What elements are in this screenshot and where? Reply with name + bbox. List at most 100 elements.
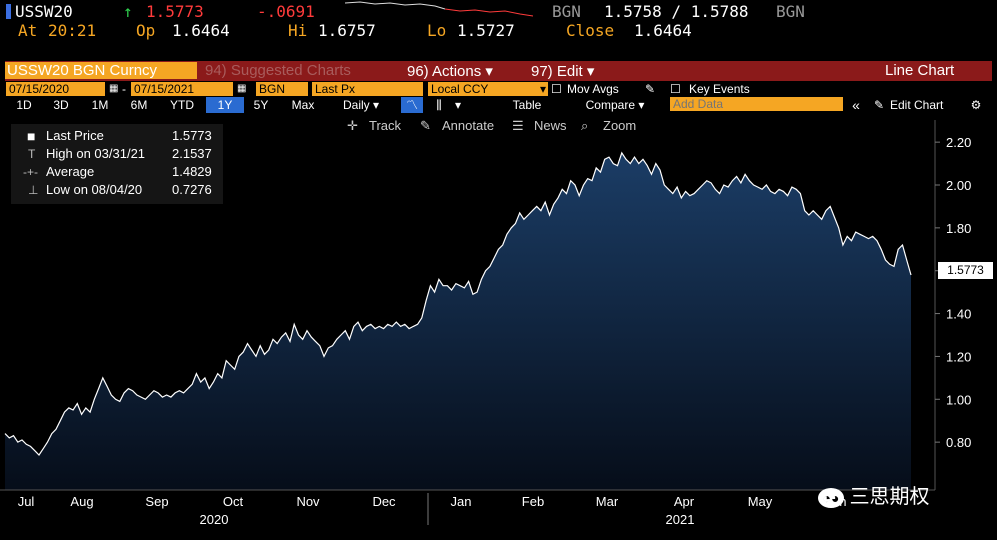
- security-field[interactable]: USSW20 BGN Curncy: [5, 62, 197, 79]
- bid-ask: 1.5758 / 1.5788: [604, 2, 749, 21]
- collapse-icon[interactable]: «: [852, 97, 860, 113]
- x-tick-label: Sep: [145, 494, 168, 509]
- period-max[interactable]: Max: [291, 98, 315, 112]
- edit-chart-pencil-icon[interactable]: ✎: [873, 98, 885, 112]
- average-marker-icon: -+-: [23, 165, 38, 179]
- period-1d[interactable]: 1D: [16, 98, 32, 112]
- high-label: Hi: [288, 21, 308, 40]
- period-1y[interactable]: 1Y: [206, 97, 244, 113]
- x-tick-label: Jul: [18, 494, 35, 509]
- high-value: 1.6757: [318, 21, 376, 40]
- legend-average: -+- Average 1.4829: [23, 164, 212, 179]
- track-button[interactable]: Track: [369, 118, 402, 133]
- period-6m[interactable]: 6M: [130, 98, 148, 112]
- at-time: 20:21: [48, 21, 97, 40]
- x-tick-label: Nov: [296, 494, 320, 509]
- period-3d[interactable]: 3D: [53, 98, 69, 112]
- annotate-button[interactable]: Annotate: [442, 118, 495, 133]
- price-area-fill: [5, 152, 911, 490]
- year-label: 2021: [666, 512, 695, 527]
- period-1m[interactable]: 1M: [91, 98, 109, 112]
- y-tick-label: 1.80: [946, 221, 971, 236]
- function-menu-bar: USSW20 BGN Curncy 94) Suggested Charts 9…: [5, 61, 992, 81]
- currency-dropdown-icon[interactable]: ▾: [538, 82, 548, 96]
- mov-avgs-label: Mov Avgs: [567, 82, 619, 96]
- source-label: BGN: [552, 2, 581, 21]
- ticker-marker: [6, 4, 11, 19]
- y-tick-label: 2.00: [946, 178, 971, 193]
- low-value: 1.5727: [457, 21, 515, 40]
- mov-avgs-checkbox[interactable]: ☐: [551, 82, 562, 96]
- table-button[interactable]: Table: [512, 98, 542, 112]
- compare-dropdown[interactable]: Compare ▾: [585, 98, 645, 112]
- watermark: ◔◕ 三思期权: [818, 480, 930, 509]
- legend-last-price: ■ Last Price 1.5773: [27, 128, 212, 144]
- wechat-logo-icon: ◔◕: [818, 487, 844, 508]
- x-tick-label: May: [748, 494, 773, 509]
- close-value: 1.6464: [634, 21, 692, 40]
- period-5y[interactable]: 5Y: [253, 98, 269, 112]
- chart-legend: ■ Last Price 1.5773 T High on 03/31/21 2…: [11, 124, 223, 204]
- pencil-icon[interactable]: ✎: [645, 82, 656, 96]
- low-label: Lo: [427, 21, 447, 40]
- y-tick-label: 0.80: [946, 435, 971, 450]
- settings-gear-icon[interactable]: ⚙: [970, 98, 982, 112]
- zoom-magnifier-icon[interactable]: ⌕: [581, 118, 589, 133]
- at-label: At: [18, 21, 38, 40]
- calendar-icon-2[interactable]: ▦: [237, 83, 247, 94]
- intraday-sparkline: [345, 1, 534, 17]
- actions-menu[interactable]: 96) Actions ▾: [407, 63, 493, 80]
- chart-style-dropdown-icon[interactable]: ▾: [454, 98, 462, 112]
- x-tick-label: Jan: [451, 494, 472, 509]
- x-tick-label: Aug: [70, 494, 93, 509]
- last-price-axis-label: 1.5773: [938, 262, 993, 279]
- currency-field[interactable]: Local CCY: [428, 82, 538, 96]
- source-label-2: BGN: [776, 2, 805, 21]
- y-tick-label: 1.00: [946, 392, 971, 407]
- low-marker-icon: ⊥: [28, 183, 39, 197]
- x-tick-label: Apr: [674, 494, 695, 509]
- x-tick-label: Oct: [223, 494, 244, 509]
- year-label: 2020: [200, 512, 229, 527]
- add-data-input[interactable]: [670, 97, 843, 111]
- annotate-pencil-icon[interactable]: ✎: [420, 118, 431, 133]
- legend-low: ⊥ Low on 08/04/20 0.7276: [28, 182, 212, 197]
- close-label: Close: [566, 21, 615, 40]
- chart-type-label: Line Chart: [885, 62, 955, 79]
- period-ytd[interactable]: YTD: [170, 98, 194, 112]
- edit-menu[interactable]: 97) Edit ▾: [531, 63, 595, 80]
- last-price: 1.5773: [146, 2, 204, 21]
- price-type-field[interactable]: Last Px: [312, 82, 423, 96]
- date-dash: -: [122, 82, 126, 96]
- high-marker-icon: T: [28, 147, 36, 161]
- x-tick-label: Feb: [522, 494, 544, 509]
- y-tick-label: 1.20: [946, 349, 971, 364]
- key-events-checkbox[interactable]: ☐: [670, 82, 681, 96]
- suggested-charts-menu[interactable]: 94) Suggested Charts: [205, 62, 351, 79]
- ticker-symbol[interactable]: USSW20: [15, 2, 73, 21]
- open-value: 1.6464: [172, 21, 230, 40]
- price-line: [4, 151, 912, 456]
- news-icon[interactable]: ☰: [512, 118, 524, 133]
- track-crosshair-icon[interactable]: ✛: [347, 118, 358, 133]
- open-label: Op: [136, 21, 156, 40]
- last-price-marker-icon: ■: [27, 128, 36, 144]
- source-field[interactable]: BGN: [256, 82, 308, 96]
- legend-high: T High on 03/31/21 2.1537: [28, 146, 212, 161]
- end-date-field[interactable]: 07/15/2021: [131, 82, 233, 96]
- frequency-dropdown[interactable]: Daily ▾: [342, 98, 380, 112]
- x-tick-label: Dec: [372, 494, 396, 509]
- y-tick-label: 1.40: [946, 307, 971, 322]
- net-change: -.0691: [257, 2, 315, 21]
- y-tick-label: 2.20: [946, 135, 971, 150]
- edit-chart-button[interactable]: Edit Chart: [890, 98, 944, 112]
- start-date-field[interactable]: 07/15/2020: [6, 82, 105, 96]
- news-button[interactable]: News: [534, 118, 567, 133]
- up-arrow-icon: ↑: [123, 2, 133, 21]
- bar-chart-icon[interactable]: ⫼: [436, 98, 442, 112]
- zoom-button[interactable]: Zoom: [603, 118, 637, 133]
- calendar-icon[interactable]: ▦: [109, 83, 119, 94]
- x-tick-label: Mar: [596, 494, 619, 509]
- line-chart-icon[interactable]: 〽: [401, 97, 423, 113]
- key-events-label: Key Events: [689, 82, 750, 96]
